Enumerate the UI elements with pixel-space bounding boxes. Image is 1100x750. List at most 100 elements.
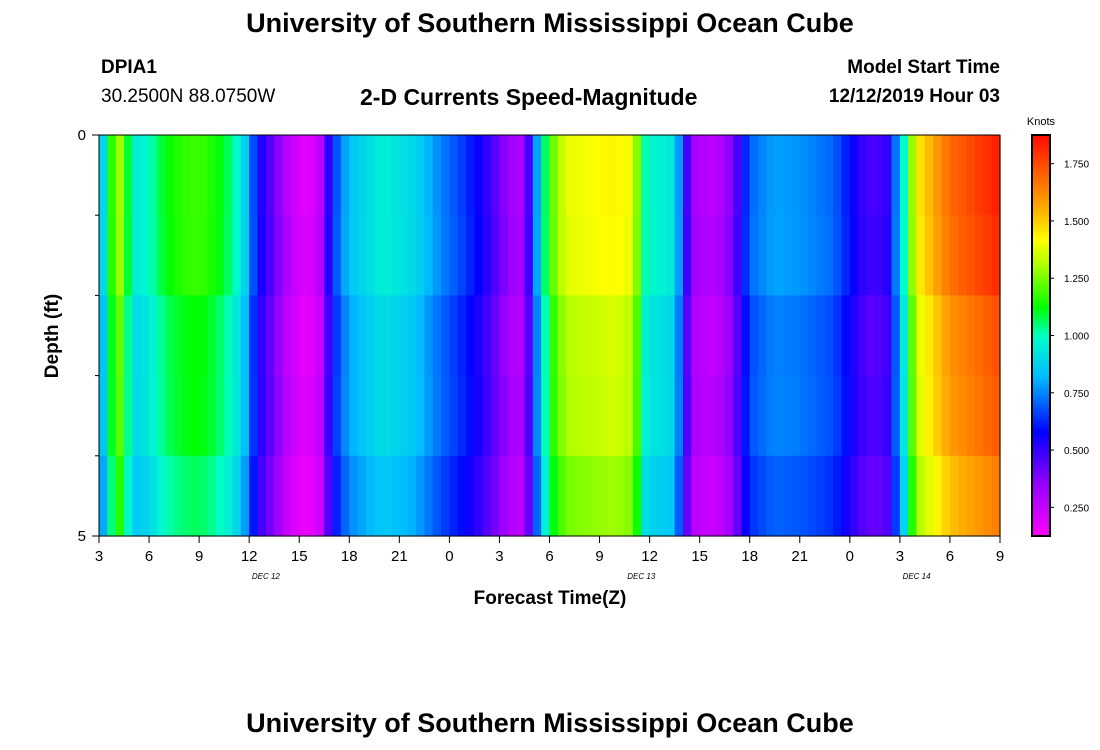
heat-cell <box>699 135 709 216</box>
heat-cell <box>324 295 334 377</box>
heat-cell <box>824 455 834 537</box>
colorbar-segment <box>1032 324 1050 328</box>
heat-cell <box>833 375 843 457</box>
heat-cell <box>549 135 559 216</box>
heat-cell <box>858 455 868 537</box>
heat-cell <box>708 375 717 457</box>
heat-cell <box>274 215 284 296</box>
heat-cell <box>424 135 434 216</box>
colorbar-segment <box>1032 266 1050 271</box>
heat-cell <box>382 295 392 377</box>
heat-cell <box>499 295 509 377</box>
x-tick-label: 6 <box>545 548 553 565</box>
heat-cell <box>524 455 534 537</box>
heat-cell <box>390 455 400 537</box>
colorbar-segment <box>1032 447 1050 451</box>
heat-cell <box>858 295 868 377</box>
heat-cell <box>407 375 417 457</box>
colorbar-segment <box>1032 341 1050 345</box>
heat-cell <box>407 455 417 537</box>
heat-cell <box>983 215 993 296</box>
heat-cell <box>791 215 801 296</box>
heat-cell <box>457 375 467 457</box>
colorbar-segment <box>1032 444 1050 448</box>
colorbar-segment <box>1032 309 1050 314</box>
heat-cell <box>249 215 259 296</box>
heat-cell <box>616 215 626 296</box>
heat-cell <box>257 135 267 216</box>
heat-cell <box>899 455 909 537</box>
heat-cell <box>924 215 934 296</box>
colorbar-segment <box>1032 504 1050 508</box>
heat-cell <box>799 295 809 377</box>
heat-cell <box>824 215 834 296</box>
colorbar-segment <box>1032 160 1050 165</box>
heat-cell <box>849 135 859 216</box>
colorbar-segment <box>1032 255 1050 259</box>
heat-cell <box>299 455 309 537</box>
x-tick-label: 15 <box>691 548 708 565</box>
heat-cell <box>607 135 617 216</box>
heat-cell <box>824 135 834 216</box>
colorbar-segment <box>1032 186 1050 191</box>
heat-cell <box>941 375 951 457</box>
heat-cell <box>491 215 501 296</box>
heat-cell <box>549 375 559 457</box>
heat-cell <box>607 295 617 377</box>
heat-cell <box>733 135 742 216</box>
heat-cell <box>365 135 375 216</box>
x-tick-label: 18 <box>341 548 358 565</box>
heat-cell <box>666 295 676 377</box>
colorbar-segment <box>1032 369 1050 374</box>
heat-cell <box>124 295 133 377</box>
colorbar-segment <box>1032 349 1050 354</box>
heat-cell <box>215 295 225 377</box>
heat-cell <box>474 295 484 377</box>
heat-cell <box>290 375 300 457</box>
heat-cell <box>174 295 184 377</box>
heat-cell <box>749 455 759 537</box>
heat-cell <box>290 215 300 296</box>
heat-cell <box>299 295 309 377</box>
heat-cell <box>157 215 167 296</box>
colorbar-segment <box>1032 189 1050 193</box>
heat-cell <box>532 135 542 216</box>
heat-cell <box>149 455 158 537</box>
colorbar-segment <box>1032 209 1050 213</box>
heat-cell <box>524 215 534 296</box>
heat-cell <box>407 215 417 296</box>
heat-cell <box>632 215 642 296</box>
colorbar-segment <box>1032 263 1050 268</box>
heat-cell <box>766 215 776 296</box>
heat-cell <box>724 215 734 296</box>
heat-cell <box>632 455 642 537</box>
heat-cell <box>799 375 809 457</box>
heat-cell <box>115 295 125 377</box>
heat-cell <box>758 135 767 216</box>
heat-cell <box>332 215 342 296</box>
colorbar-segment <box>1032 361 1050 365</box>
heat-cell <box>708 135 717 216</box>
heat-cell <box>190 215 200 296</box>
heat-cell <box>966 135 976 216</box>
x-tick-label: 9 <box>996 548 1004 565</box>
x-axis-label: Forecast Time(Z) <box>474 588 627 609</box>
heat-cell <box>340 455 350 537</box>
heat-cell <box>741 375 751 457</box>
heat-cell <box>349 375 359 457</box>
colorbar-segment <box>1032 318 1050 322</box>
heat-cell <box>299 135 309 216</box>
colorbar-segment <box>1032 464 1050 468</box>
heat-cell <box>466 215 476 296</box>
heat-cell <box>549 295 559 377</box>
heat-cell <box>616 135 626 216</box>
heat-cell <box>149 135 158 216</box>
heat-cell <box>641 375 651 457</box>
heat-cell <box>232 455 242 537</box>
heat-cell <box>674 295 684 377</box>
heat-cell <box>824 375 834 457</box>
heat-cell <box>340 295 350 377</box>
colorbar-segment <box>1032 401 1050 405</box>
heat-cell <box>557 215 567 296</box>
colorbar-segment <box>1032 169 1050 173</box>
